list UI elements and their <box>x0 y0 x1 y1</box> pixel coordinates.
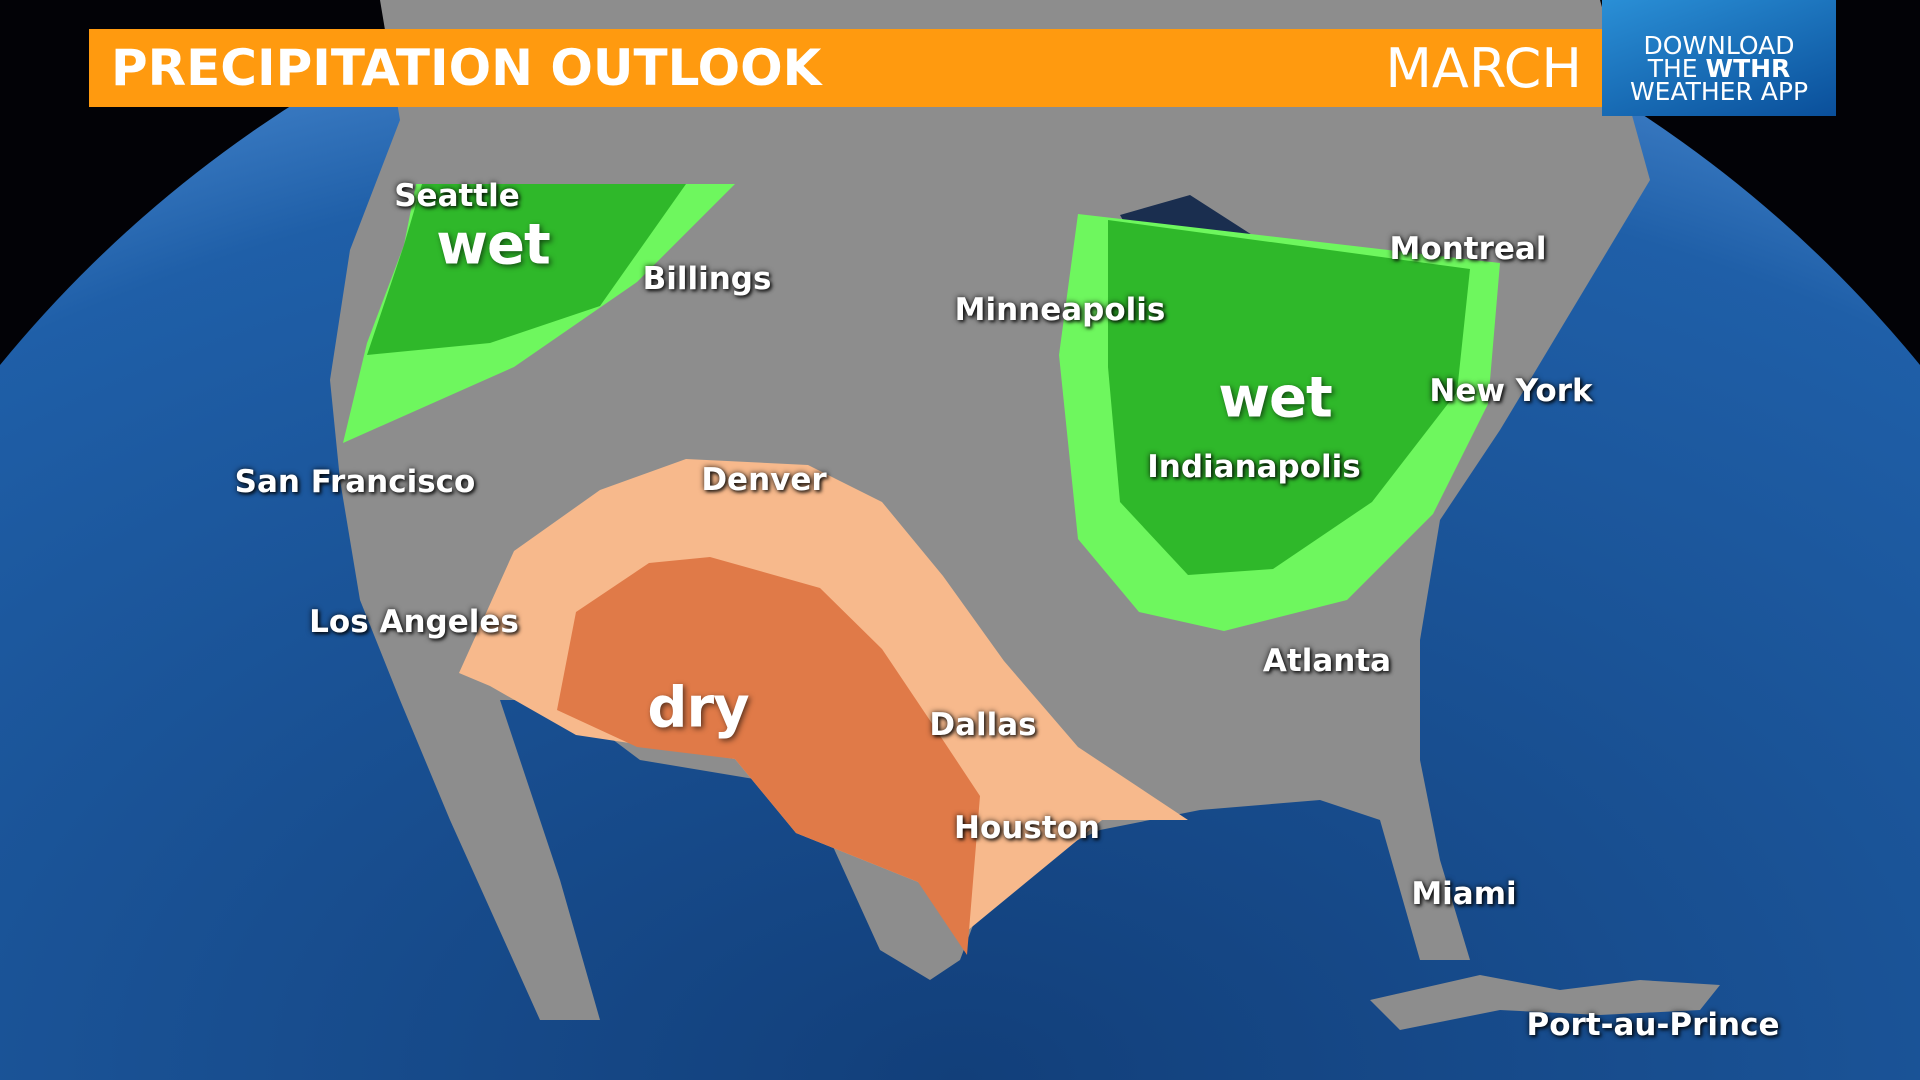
city-montreal: Montreal <box>1389 231 1547 267</box>
badge-line-3: WEATHER APP <box>1629 77 1809 106</box>
dry-dark <box>557 557 980 955</box>
badge-line-2: THE WTHR <box>1602 54 1836 83</box>
wet-east-dark <box>1108 220 1470 575</box>
city-dallas: Dallas <box>929 707 1037 743</box>
city-houston: Houston <box>954 810 1100 846</box>
city-san-francisco: San Francisco <box>234 464 476 500</box>
city-miami: Miami <box>1411 876 1517 912</box>
badge-prefix: THE <box>1647 54 1706 83</box>
city-atlanta: Atlanta <box>1262 643 1392 679</box>
city-new-york: New York <box>1429 373 1593 409</box>
wet-east-region <box>1059 214 1500 631</box>
wet-west-region <box>343 184 735 443</box>
city-denver: Denver <box>701 462 827 498</box>
region-label-wet-east: wet <box>1218 365 1332 431</box>
region-label-dry: dry <box>647 675 749 741</box>
city-seattle: Seattle <box>394 178 520 214</box>
city-port-au-prince: Port-au-Prince <box>1526 1007 1780 1043</box>
region-label-wet-west: wet <box>436 212 550 278</box>
city-minneapolis: Minneapolis <box>954 292 1166 328</box>
city-indianapolis: Indianapolis <box>1147 449 1361 485</box>
dry-region <box>459 459 1188 955</box>
wet-west-dark <box>367 184 686 355</box>
city-billings: Billings <box>642 261 772 297</box>
month-label: MARCH <box>1385 37 1582 100</box>
city-los-angeles: Los Angeles <box>309 604 519 640</box>
badge-brand: WTHR <box>1705 54 1791 83</box>
badge-line-1: DOWNLOAD <box>1643 31 1795 60</box>
app-download-badge[interactable]: DOWNLOAD THE WTHR WEATHER APP <box>1602 0 1836 116</box>
page-title: PRECIPITATION OUTLOOK <box>111 39 822 97</box>
land-caribbean <box>1370 975 1720 1030</box>
title-banner: PRECIPITATION OUTLOOK MARCH <box>89 29 1602 107</box>
